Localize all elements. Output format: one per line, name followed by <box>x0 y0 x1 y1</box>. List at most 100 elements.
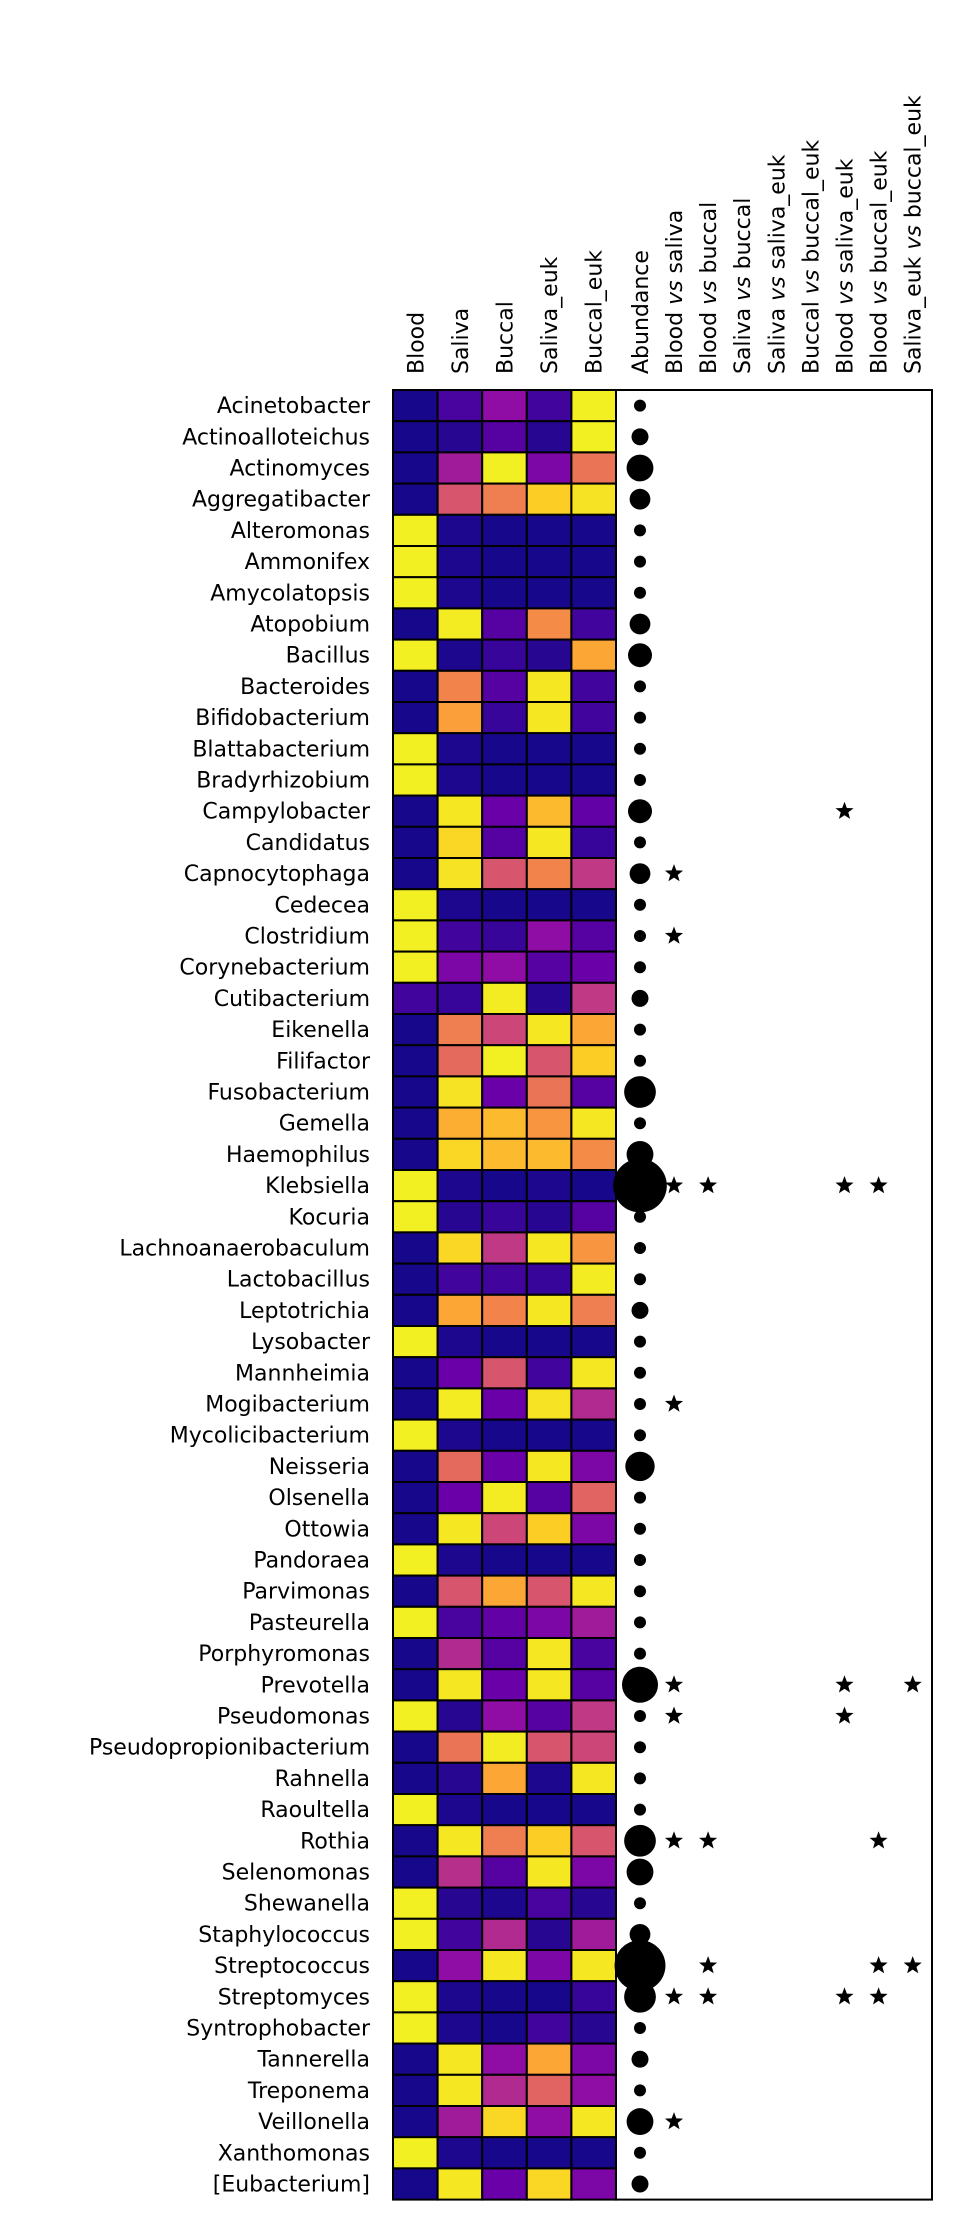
heatmap-cell <box>392 389 439 423</box>
heatmap-cell <box>481 2042 528 2076</box>
heatmap-cell <box>481 1325 528 1359</box>
heatmap-cell <box>525 701 573 735</box>
heatmap-cell <box>481 763 528 797</box>
heatmap-cell <box>392 701 439 735</box>
heatmap-cell <box>481 2167 528 2201</box>
heatmap-cell <box>436 2073 484 2108</box>
heatmap-cell <box>481 1013 528 1047</box>
heatmap-cell <box>436 981 484 1015</box>
heatmap-cell <box>436 1262 484 1296</box>
abundance-dot <box>634 1429 646 1442</box>
heatmap-cell <box>481 857 528 891</box>
heatmap-cell <box>570 2042 618 2076</box>
heatmap-cell <box>392 763 439 797</box>
heatmap-cell <box>392 1761 439 1796</box>
heatmap-cell <box>570 1512 618 1546</box>
heatmap-cell <box>392 1200 439 1234</box>
heatmap-cell <box>392 1886 439 1920</box>
heatmap-cell <box>481 1075 528 1109</box>
heatmap-cell <box>525 1293 573 1328</box>
heatmap-cell <box>481 1855 528 1889</box>
abundance-dot <box>634 2084 646 2097</box>
heatmap-cell <box>570 2011 618 2045</box>
row-label: Klebsiella <box>265 1174 370 1199</box>
comparison-header-part: vs <box>697 273 722 311</box>
heatmap-cell <box>570 981 618 1015</box>
heatmap-cell <box>436 1449 484 1484</box>
heatmap-cell <box>481 1605 528 1640</box>
heatmap-cell <box>436 857 484 891</box>
row-label: Streptomyces <box>218 1985 370 2010</box>
heatmap-cell <box>481 732 528 766</box>
heatmap-cell <box>392 1730 439 1764</box>
heatmap-cell <box>392 2073 439 2108</box>
heatmap-cell <box>570 1262 618 1296</box>
row-label: Aggregatibacter <box>192 488 371 513</box>
heatmap-cell <box>392 1231 439 1265</box>
abundance-dot <box>634 1522 646 1535</box>
heatmap-cell <box>392 1262 439 1296</box>
comparison-header-part: buccal <box>697 202 722 274</box>
significance-star <box>664 1176 684 1194</box>
heatmap-cell <box>436 1481 484 1515</box>
heatmap-cell <box>525 2136 573 2170</box>
row-label: Pandoraea <box>253 1549 370 1574</box>
comparison-header-part: Saliva_euk <box>902 256 927 374</box>
heatmap-cell <box>436 1075 484 1109</box>
row-label: Xanthomonas <box>218 2141 370 2166</box>
comparison-header: Buccal vs buccal_euk <box>799 140 824 374</box>
heatmap-cell <box>481 2105 528 2139</box>
heatmap-cell <box>436 1512 484 1546</box>
comparison-header: Saliva vs saliva_euk <box>765 154 790 374</box>
heatmap-cell <box>481 1356 528 1390</box>
heatmap-cell <box>436 1013 484 1047</box>
heatmap-cell <box>570 1293 618 1328</box>
row-label: Haemophilus <box>226 1143 370 1168</box>
heatmap-cells <box>392 389 618 2201</box>
heatmap-cell <box>525 1106 573 1140</box>
heatmap-cell <box>570 1824 618 1858</box>
heatmap-cell <box>392 1169 439 1203</box>
comparison-header-part: Blood <box>697 312 722 374</box>
heatmap-cell <box>570 1449 618 1484</box>
heatmap-cell <box>525 1231 573 1265</box>
heatmap-cell <box>525 607 573 641</box>
heatmap-cell <box>525 2073 573 2108</box>
abundance-dot <box>628 643 652 668</box>
abundance-dot <box>629 1924 651 1945</box>
heatmap-cell <box>481 545 528 579</box>
heatmap-cell <box>392 1137 439 1172</box>
abundance-dot <box>634 2146 646 2159</box>
heatmap-cell <box>392 420 439 454</box>
heatmap-cell <box>436 1699 484 1733</box>
heatmap-cell <box>481 1418 528 1452</box>
heatmap-cell <box>525 669 573 703</box>
significance-star <box>664 1987 684 2005</box>
abundance-dot <box>626 2108 654 2136</box>
heatmap-cell <box>481 1824 528 1858</box>
heatmap-cell <box>481 389 528 423</box>
heatmap-cell <box>436 1855 484 1889</box>
abundance-dot <box>634 1023 646 1036</box>
row-label: Mogibacterium <box>205 1393 370 1418</box>
heatmap-cell <box>436 2011 484 2045</box>
row-label: Leptotrichia <box>239 1299 370 1324</box>
heatmap-cell <box>392 1574 439 1608</box>
heatmap-cell <box>570 1137 618 1172</box>
comparison-header: Saliva vs buccal <box>731 198 756 374</box>
heatmap-cell <box>481 1137 528 1172</box>
heatmap-cell <box>392 669 439 703</box>
heatmap-cell <box>392 1512 439 1546</box>
heatmap-cell <box>436 1793 484 1827</box>
heatmap-cell <box>392 451 439 485</box>
heatmap-cell <box>570 1730 618 1764</box>
heatmap-cell <box>570 1574 618 1608</box>
heatmap-cell <box>436 607 484 641</box>
heatmap-cell <box>481 2011 528 2045</box>
heatmap-cell <box>481 607 528 641</box>
heatmap-cell <box>525 1574 573 1608</box>
abundance-dot <box>634 1741 646 1754</box>
heatmap-cell <box>525 1169 573 1203</box>
heatmap-cell <box>570 2167 618 2201</box>
heatmap-cell <box>570 1387 618 1421</box>
